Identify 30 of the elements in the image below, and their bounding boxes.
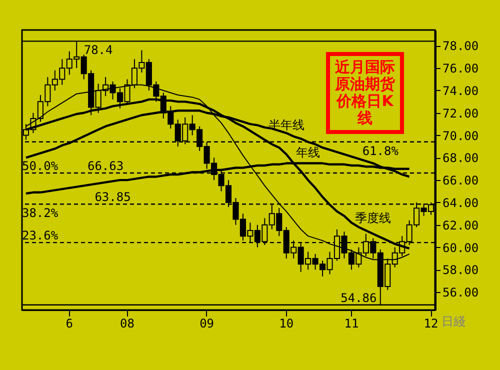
ref-line-label: 78.4 — [84, 43, 113, 58]
y-tick-label: 62.00 — [442, 218, 479, 232]
series-label: 年线 — [296, 145, 320, 160]
annotation: 38.2% — [22, 206, 59, 220]
y-tick-label: 64.00 — [442, 196, 479, 210]
x-tick-label: 6 — [66, 316, 73, 330]
x-axis-title: 日綫 — [442, 314, 466, 328]
annotation: 50.0% — [22, 159, 59, 174]
y-tick-label: 76.00 — [442, 62, 479, 76]
y-tick-label: 56.00 — [442, 286, 479, 300]
y-tick-label: 58.00 — [442, 263, 479, 278]
y-tick-label: 72.00 — [442, 106, 479, 120]
x-tick-label: 10 — [279, 316, 294, 330]
y-tick-label: 68.00 — [442, 151, 479, 166]
y-tick-label: 70.00 — [442, 128, 479, 143]
x-tick-label: 09 — [200, 316, 214, 330]
annotation: 66.63 — [87, 159, 124, 174]
series-label: 季度线 — [355, 210, 392, 225]
annotation: 63.85 — [94, 190, 131, 204]
ref-line-label: 54.86 — [340, 290, 377, 305]
annotation: 23.6% — [22, 228, 59, 243]
annotation: 61.8% — [362, 144, 400, 158]
x-tick-label: 11 — [344, 316, 359, 330]
y-tick-label: 66.00 — [442, 174, 479, 188]
y-tick-label: 60.00 — [442, 240, 479, 255]
x-tick-label: 12 — [424, 316, 438, 330]
y-tick-label: 78.00 — [442, 39, 479, 54]
text: 近月国际原油期货价格日K线 — [334, 58, 396, 127]
x-tick-label: 08 — [120, 316, 134, 330]
y-tick-label: 74.00 — [442, 84, 479, 98]
